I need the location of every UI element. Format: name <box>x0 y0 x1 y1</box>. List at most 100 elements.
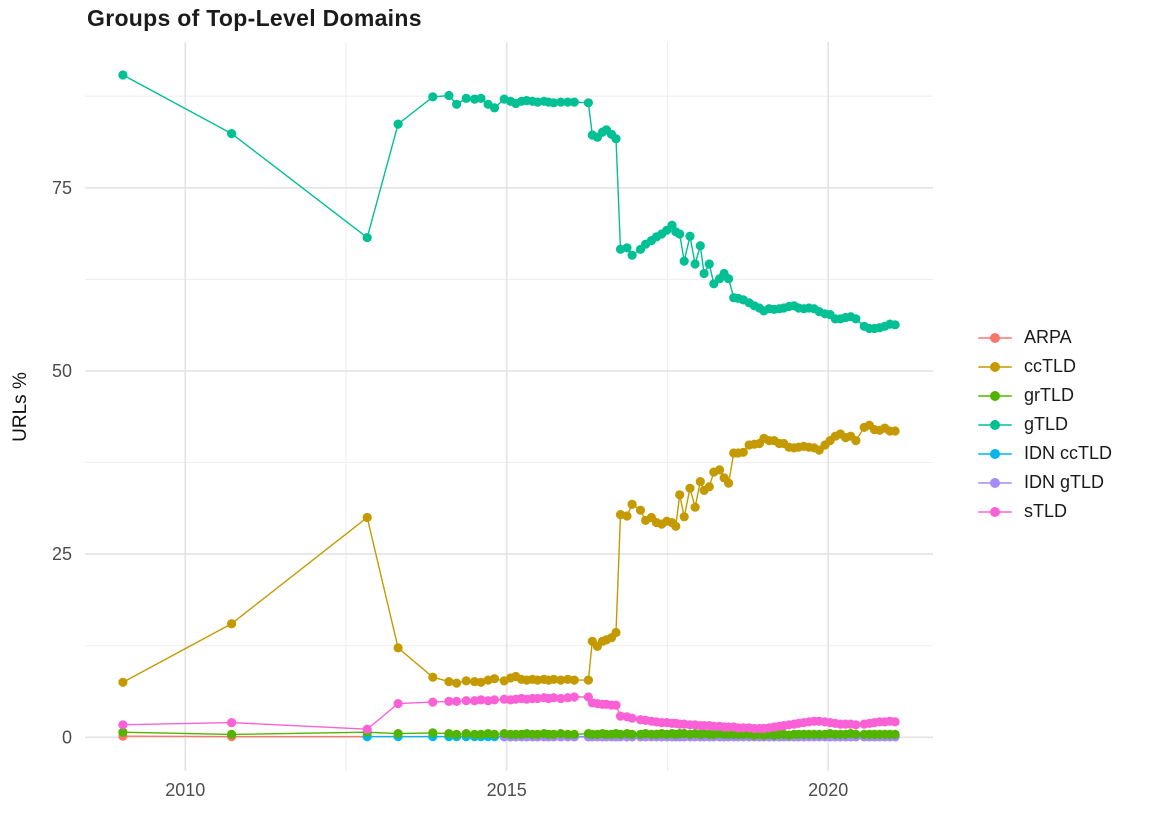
y-axis-tick-label: 25 <box>52 544 72 564</box>
data-point <box>393 119 403 129</box>
x-axis-tick-label: 2010 <box>165 780 205 800</box>
data-point <box>690 259 700 269</box>
data-point <box>695 241 705 251</box>
data-point <box>549 98 559 108</box>
data-point <box>563 729 573 740</box>
data-point <box>679 512 689 522</box>
legend-item-grtld: grTLD <box>978 381 1112 410</box>
x-axis-tick-label: 2015 <box>487 780 527 800</box>
series-points-gtld <box>118 70 900 334</box>
data-point <box>549 729 559 740</box>
data-point <box>476 695 486 705</box>
data-point <box>444 696 454 707</box>
series-points-grtld <box>118 727 900 740</box>
data-point <box>583 675 594 685</box>
legend: ARPA ccTLD grTLD gTLD IDN ccTLD IDN gTLD sTLD <box>978 323 1112 526</box>
data-point <box>724 274 734 284</box>
data-point <box>622 511 632 521</box>
data-point <box>675 229 685 239</box>
data-point <box>444 677 454 687</box>
data-point <box>715 465 725 475</box>
x-axis-tick-label: 2020 <box>808 780 848 800</box>
legend-label: IDN ccTLD <box>1024 443 1113 463</box>
data-point <box>461 93 471 103</box>
data-point <box>890 729 900 740</box>
data-point <box>569 675 579 685</box>
data-point <box>627 499 637 509</box>
legend-label: ccTLD <box>1024 356 1077 376</box>
data-point <box>890 320 900 330</box>
data-point <box>890 717 900 727</box>
data-point <box>699 268 709 279</box>
legend-item-cctld: ccTLD <box>978 352 1112 381</box>
legend-item-idn-cctld: IDN ccTLD <box>978 439 1112 468</box>
data-point <box>851 729 861 740</box>
data-point <box>393 699 403 709</box>
data-point <box>724 478 734 488</box>
legend-key-icon <box>978 331 1012 345</box>
data-point <box>627 729 637 740</box>
data-point <box>675 490 685 500</box>
legend-key-icon <box>978 389 1012 403</box>
data-point <box>393 729 403 739</box>
data-point <box>118 720 128 730</box>
data-point <box>476 93 486 103</box>
legend-key-icon <box>978 447 1012 461</box>
data-point <box>611 134 621 144</box>
y-axis-tick-label: 75 <box>52 178 72 198</box>
data-point <box>444 90 454 101</box>
data-point <box>461 729 471 739</box>
legend-item-gtld: gTLD <box>978 410 1112 439</box>
data-point <box>227 729 237 740</box>
data-point <box>622 243 632 253</box>
data-point <box>362 512 372 523</box>
data-point <box>685 231 695 241</box>
data-point <box>556 729 566 739</box>
data-point <box>227 619 237 629</box>
data-point <box>476 729 486 740</box>
data-point <box>227 718 237 728</box>
data-point <box>549 693 559 703</box>
data-point <box>851 720 861 730</box>
legend-label: ARPA <box>1024 327 1072 347</box>
data-point <box>452 99 462 109</box>
legend-item-arpa: ARPA <box>978 323 1112 352</box>
legend-label: grTLD <box>1024 385 1075 405</box>
data-point <box>428 672 438 682</box>
legend-label: sTLD <box>1024 501 1068 521</box>
legend-item-stld: sTLD <box>978 497 1112 526</box>
data-point <box>851 436 861 446</box>
data-point <box>476 677 486 687</box>
data-point <box>452 696 462 707</box>
data-point <box>738 447 748 457</box>
data-point <box>627 713 637 723</box>
y-axis-tick-label: 50 <box>52 361 72 381</box>
legend-label: gTLD <box>1024 414 1069 434</box>
data-point <box>635 505 646 515</box>
data-point <box>489 103 500 113</box>
legend-key-icon <box>978 505 1012 519</box>
data-point <box>489 674 500 684</box>
data-point <box>362 233 372 243</box>
data-point <box>611 627 621 638</box>
data-point <box>470 729 480 740</box>
data-point <box>569 97 579 107</box>
y-axis-tick-label: 0 <box>62 727 72 747</box>
data-point <box>118 677 128 687</box>
data-point <box>704 259 714 269</box>
data-point <box>627 250 637 260</box>
data-point <box>851 314 861 324</box>
data-point <box>428 728 438 738</box>
data-point <box>452 729 462 740</box>
data-point <box>549 674 559 685</box>
data-point <box>556 693 566 704</box>
data-point <box>583 98 594 108</box>
data-point <box>695 477 705 487</box>
data-point <box>461 676 471 686</box>
legend-label: IDN gTLD <box>1024 472 1105 492</box>
data-point <box>362 724 372 734</box>
data-point <box>611 700 621 710</box>
data-point <box>489 695 500 705</box>
